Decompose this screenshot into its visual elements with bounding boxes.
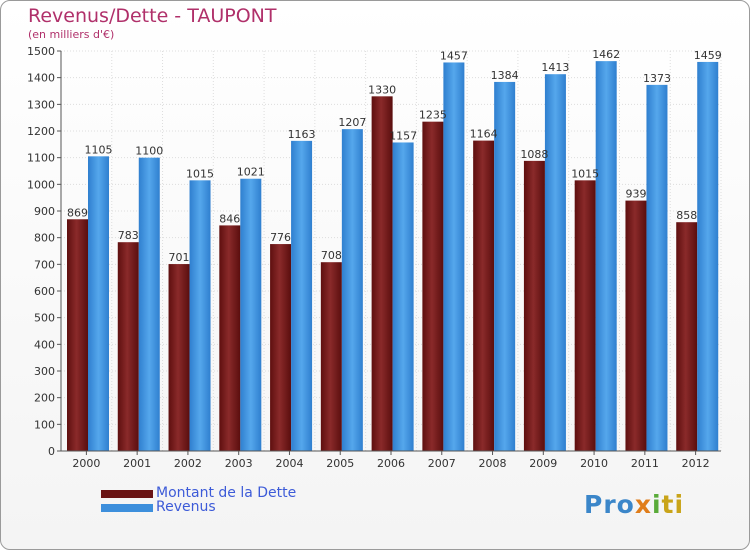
data-label-revenus-2002: 1015 (186, 167, 214, 180)
bar-dette-2009 (523, 160, 545, 451)
bar-revenus-2005 (341, 129, 363, 451)
x-tick-label-2000: 2000 (72, 457, 100, 470)
chart-title: Revenus/Dette - TAUPONT (28, 5, 277, 27)
y-tick-label: 100 (34, 418, 55, 431)
x-tick-label-2001: 2001 (123, 457, 151, 470)
bar-dette-2005 (320, 262, 342, 451)
y-tick-label: 500 (34, 312, 55, 325)
data-label-dette-2004: 776 (270, 231, 291, 244)
bar-dette-2001 (117, 242, 139, 451)
y-tick-label: 400 (34, 338, 55, 351)
data-label-dette-2000: 869 (67, 206, 88, 219)
bar-dette-2006 (371, 96, 393, 451)
bar-revenus-2004 (291, 140, 313, 451)
y-tick-label: 1000 (27, 178, 55, 191)
x-tick-label-2010: 2010 (580, 457, 608, 470)
y-tick-label: 700 (34, 258, 55, 271)
bar-revenus-2001 (138, 157, 160, 451)
data-label-dette-2009: 1088 (520, 148, 548, 161)
bar-revenus-2000 (88, 156, 109, 452)
y-tick-label: 600 (34, 285, 55, 298)
bar-dette-2012 (676, 222, 698, 451)
data-label-dette-2003: 846 (219, 212, 240, 225)
x-tick-label-2012: 2012 (682, 457, 710, 470)
data-label-dette-2007: 1235 (419, 109, 447, 122)
chart-subtitle: (en milliers d'€) (28, 28, 115, 41)
x-tick-label-2008: 2008 (479, 457, 507, 470)
y-tick-label: 1500 (27, 45, 55, 58)
bar-dette-2003 (219, 225, 241, 451)
legend-swatch-dette (101, 490, 153, 498)
bar-revenus-2012 (697, 61, 719, 451)
data-label-revenus-2001: 1100 (135, 145, 163, 158)
y-tick-label: 900 (34, 205, 55, 218)
data-label-revenus-2009: 1413 (541, 61, 569, 74)
bar-dette-2010 (574, 180, 596, 452)
data-label-dette-2011: 939 (625, 188, 646, 201)
x-tick-label-2005: 2005 (326, 457, 354, 470)
data-label-dette-2008: 1164 (470, 128, 498, 141)
bar-revenus-2008 (494, 81, 516, 451)
x-tick-label-2009: 2009 (529, 457, 557, 470)
bar-revenus-2010 (595, 61, 617, 452)
data-label-dette-2002: 701 (169, 251, 190, 264)
proxiti-logo: Proxiti (584, 490, 685, 519)
data-label-revenus-2012: 1459 (694, 49, 722, 62)
y-tick-label: 300 (34, 365, 55, 378)
x-tick-label-2006: 2006 (377, 457, 405, 470)
data-label-revenus-2010: 1462 (592, 48, 620, 61)
data-label-revenus-2007: 1457 (440, 49, 468, 62)
bar-dette-2000 (67, 219, 88, 451)
bar-revenus-2007 (443, 62, 465, 451)
y-tick-label: 1200 (27, 125, 55, 138)
x-tick-label-2003: 2003 (225, 457, 253, 470)
bar-dette-2007 (422, 121, 444, 452)
data-label-revenus-2004: 1163 (288, 128, 316, 141)
bar-revenus-2009 (544, 74, 566, 451)
x-tick-label-2002: 2002 (174, 457, 202, 470)
y-tick-label: 200 (34, 392, 55, 405)
y-tick-label: 1400 (27, 72, 55, 85)
x-tick-label-2011: 2011 (631, 457, 659, 470)
bar-revenus-2003 (240, 178, 262, 451)
bar-dette-2011 (625, 200, 647, 451)
x-tick-label-2004: 2004 (275, 457, 303, 470)
bar-dette-2002 (168, 264, 190, 451)
legend-label-dette: Montant de la Dette (156, 485, 297, 501)
data-label-dette-2012: 858 (676, 209, 697, 222)
y-tick-label: 1100 (27, 152, 55, 165)
bar-revenus-2006 (392, 142, 414, 451)
data-label-dette-2001: 783 (118, 229, 139, 242)
legend-swatch-revenus (101, 504, 153, 512)
y-tick-label: 0 (48, 445, 55, 458)
data-label-revenus-2011: 1373 (643, 72, 671, 85)
bar-dette-2008 (473, 140, 495, 451)
bar-revenus-2011 (646, 84, 668, 451)
legend-label-revenus: Revenus (156, 499, 216, 515)
x-tick-label-2007: 2007 (428, 457, 456, 470)
bar-revenus-2002 (189, 180, 211, 452)
data-label-revenus-2000: 1105 (85, 143, 113, 156)
y-tick-label: 1300 (27, 98, 55, 111)
data-label-revenus-2008: 1384 (491, 69, 519, 82)
data-label-revenus-2005: 1207 (338, 116, 366, 129)
data-label-revenus-2003: 1021 (237, 166, 265, 179)
data-label-dette-2005: 708 (321, 249, 342, 262)
data-label-revenus-2006: 1157 (389, 129, 417, 142)
data-label-dette-2006: 1330 (368, 83, 396, 96)
bar-dette-2004 (270, 244, 292, 451)
y-tick-label: 800 (34, 232, 55, 245)
data-label-dette-2010: 1015 (571, 167, 599, 180)
